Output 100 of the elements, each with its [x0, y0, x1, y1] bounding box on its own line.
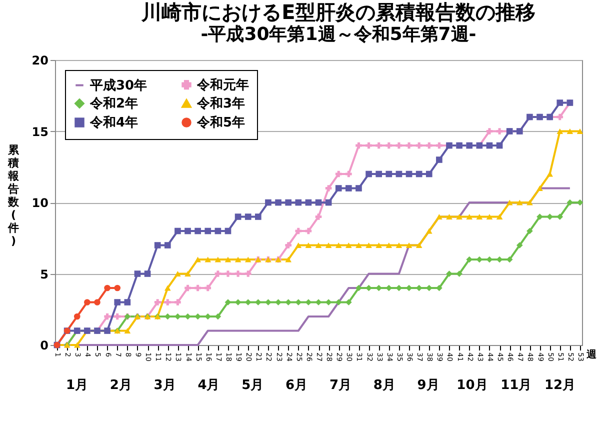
legend-label: 令和元年	[196, 76, 249, 93]
text: 2月	[110, 378, 132, 393]
point	[214, 270, 222, 277]
point	[295, 228, 302, 234]
text: 6月	[286, 378, 308, 393]
point	[144, 270, 151, 277]
text: 5月	[242, 378, 264, 393]
point	[476, 214, 483, 220]
point	[94, 299, 100, 306]
point	[234, 270, 242, 277]
point	[184, 271, 191, 276]
point	[346, 299, 352, 306]
point	[104, 284, 110, 292]
point	[536, 186, 543, 191]
point	[315, 199, 322, 206]
point	[154, 242, 161, 248]
point	[74, 342, 80, 348]
point	[376, 242, 382, 248]
point	[194, 284, 201, 292]
point	[466, 214, 473, 220]
point	[526, 200, 533, 206]
point	[396, 242, 402, 248]
point	[285, 256, 292, 262]
legend-label: 令和5年	[196, 114, 246, 130]
point	[244, 256, 252, 262]
point	[114, 284, 121, 292]
point	[305, 299, 312, 306]
point	[174, 299, 181, 306]
point	[154, 299, 161, 306]
point	[566, 128, 574, 134]
point	[295, 199, 302, 206]
point	[104, 313, 110, 320]
x-axis-title: 週	[586, 348, 598, 360]
point	[74, 313, 80, 320]
point	[426, 142, 432, 149]
point	[386, 170, 392, 178]
point	[204, 256, 212, 262]
point	[315, 299, 322, 306]
y-tick-label: 20	[32, 54, 48, 68]
point	[366, 284, 372, 292]
y-tick-label: 15	[32, 124, 48, 139]
point	[496, 214, 503, 220]
chart-subtitle: -平成30年第1週～令和5年第7週-	[200, 24, 476, 45]
point	[346, 185, 352, 192]
point	[386, 242, 392, 248]
point	[254, 214, 262, 220]
point	[84, 299, 90, 306]
point	[224, 299, 232, 306]
point	[546, 171, 553, 177]
point	[184, 284, 191, 292]
point	[285, 199, 292, 206]
point	[234, 256, 242, 262]
point	[335, 170, 342, 178]
point	[265, 199, 272, 206]
point	[224, 256, 232, 262]
point	[506, 200, 513, 206]
point	[335, 299, 342, 306]
point	[426, 228, 432, 234]
point	[325, 299, 332, 306]
point	[366, 142, 372, 149]
point	[356, 284, 362, 292]
point	[244, 214, 252, 220]
point	[496, 142, 503, 149]
point	[346, 242, 352, 248]
point	[346, 170, 352, 178]
point	[576, 128, 584, 134]
text: 3月	[154, 378, 176, 393]
y-tick-label: 10	[32, 196, 48, 210]
legend-label: 令和3年	[196, 96, 246, 112]
text: 9月	[417, 378, 440, 393]
point	[204, 228, 212, 234]
point	[214, 228, 222, 234]
point	[315, 242, 322, 248]
point	[386, 142, 392, 149]
legend-label: 平成30年	[89, 78, 148, 94]
point	[174, 271, 181, 276]
point	[285, 242, 292, 248]
point	[556, 100, 564, 106]
point	[234, 214, 242, 220]
point	[244, 299, 252, 306]
point	[356, 142, 362, 149]
point	[486, 128, 493, 134]
point	[295, 299, 302, 306]
point	[305, 199, 312, 206]
y-tick-label: 5	[40, 267, 48, 282]
text: 11月	[500, 378, 532, 393]
point	[224, 228, 232, 234]
point	[315, 214, 322, 220]
point	[456, 214, 462, 220]
text: 10月	[456, 378, 488, 393]
point	[436, 284, 442, 292]
point	[356, 185, 362, 192]
point	[516, 200, 523, 206]
text: 12月	[544, 378, 576, 393]
point	[234, 299, 242, 306]
point	[406, 242, 412, 248]
point	[325, 242, 332, 248]
point	[396, 142, 402, 149]
point	[436, 142, 442, 149]
point	[325, 185, 332, 192]
